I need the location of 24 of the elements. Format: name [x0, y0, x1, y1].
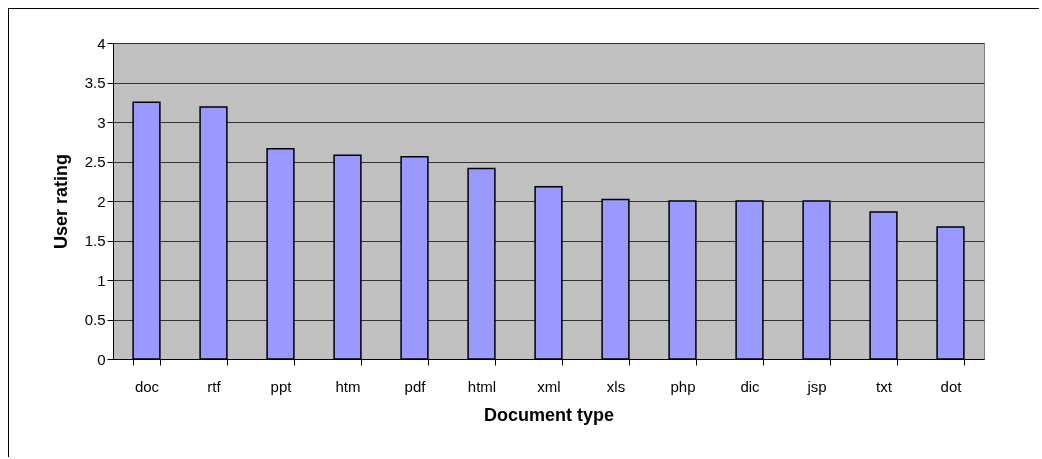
- x-tick-label: ppt: [270, 377, 293, 395]
- x-tick-label: htm: [335, 377, 361, 395]
- y-axis-title: User rating: [50, 153, 71, 250]
- x-tick-label: pdf: [404, 377, 427, 395]
- x-tick-label: dic: [740, 377, 761, 395]
- x-tick-label: xml: [537, 377, 561, 395]
- x-tick-label: txt: [876, 377, 893, 395]
- x-tick-label: xls: [606, 377, 626, 395]
- x-axis-title: Document type: [483, 404, 615, 425]
- x-tick-label: dot: [940, 377, 963, 395]
- x-tick-label: rtf: [207, 377, 222, 395]
- y-tick-label: 2: [97, 192, 106, 210]
- y-tick-label: 2.5: [84, 153, 106, 170]
- y-tick-label: 1.5: [84, 232, 106, 249]
- x-tick-label: php: [670, 377, 696, 395]
- y-tick-label: 3: [97, 113, 106, 131]
- y-tick-label: 0.5: [84, 311, 106, 328]
- y-tick-label: 4: [97, 34, 106, 52]
- y-tick-label: 3.5: [84, 74, 106, 91]
- x-tick-label: html: [467, 377, 497, 395]
- x-tick-label: doc: [134, 377, 160, 395]
- x-tick-label: jsp: [806, 377, 827, 395]
- y-tick-label: 1: [97, 271, 106, 289]
- y-tick-label: 0: [97, 350, 106, 368]
